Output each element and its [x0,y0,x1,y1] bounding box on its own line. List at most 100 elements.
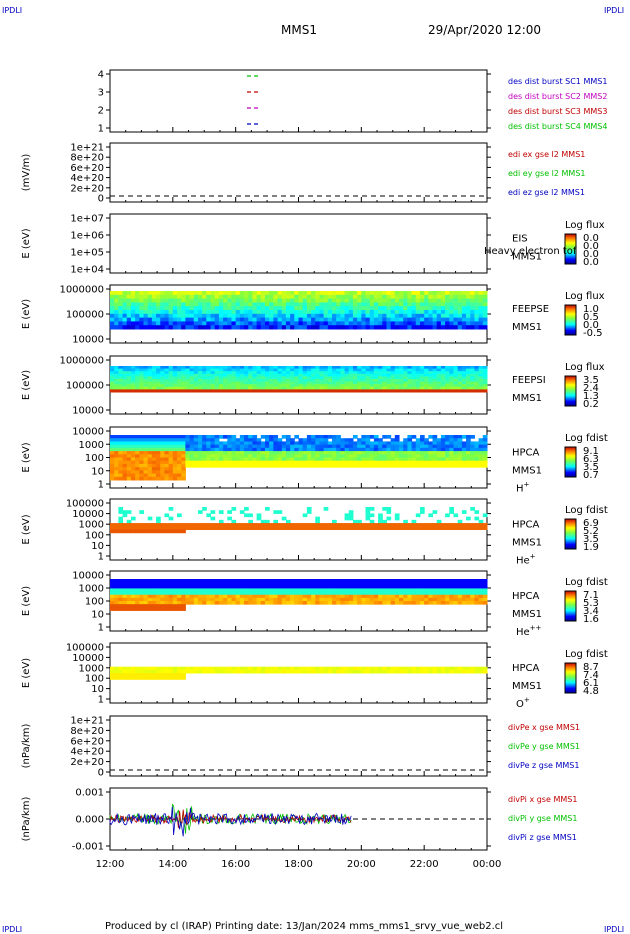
spectrogram-cell [235,585,241,589]
spectrogram-cell [248,321,253,326]
spectrogram-cell [281,313,287,319]
spectrogram-cell [315,291,320,296]
spectrogram-cell [244,386,249,390]
spectrogram-cell [151,666,157,671]
spectrogram-cell [323,463,329,468]
spectrogram-cell [218,376,224,380]
spectrogram-cell [457,298,463,303]
spectrogram-cell [445,457,450,462]
spectrogram-cell [185,379,191,383]
spectrogram-cell [361,585,367,589]
spectrogram-cell [365,444,371,449]
spectrogram-cell [177,526,182,530]
spectrogram-cell [239,317,245,322]
spectrogram-cell [264,669,270,674]
spectrogram-cell [352,306,358,311]
spectrogram-cell [315,379,320,383]
spectrogram-cell [160,607,165,611]
spectrogram-cell [474,368,480,372]
spectrogram-cell [285,582,291,586]
spectrogram-cell [285,306,291,311]
spectrogram-cell [424,317,429,322]
spectrogram-cell [332,306,337,311]
spectrogram-cell [239,451,245,455]
spectrogram-cell [344,585,350,589]
spectrogram-cell [336,306,341,311]
spectrogram-cell [369,384,375,388]
spectrogram-cell [419,435,425,439]
spectrogram-cell [277,585,283,589]
spectrogram-cell [260,601,266,605]
spectrogram-cell [277,368,283,372]
spectrogram-cell [189,384,195,388]
spectrogram-cell [474,441,480,446]
spectrogram-cell [352,591,358,596]
spectrogram-cell [403,451,408,455]
spectrogram-cell [378,317,383,322]
spectrogram-cell [235,371,241,375]
spectrogram-cell [436,310,442,315]
spectrogram-cell [277,310,283,315]
spectrogram-cell [168,523,174,527]
spectrogram-cell [457,457,463,462]
spectrogram-cell [344,669,350,674]
spectrogram-cell [390,379,396,383]
spectrogram-cell [114,669,119,674]
spectrogram-cell [298,585,304,589]
spectrogram-cell [185,381,191,385]
spectrogram-cell [231,368,237,372]
spectrogram-cell [482,313,488,319]
spectrogram-cell [168,470,174,475]
spectrogram-cell [302,381,308,385]
spectrogram-cell [244,579,249,583]
spectrogram-cell [156,381,161,385]
spectrogram-cell [181,523,186,527]
spectrogram-cell [340,597,346,602]
spectrogram-cell [248,302,253,307]
spectrogram-cell [193,371,199,375]
spectrogram-cell [248,310,253,315]
colorbar-tick-label: -0.5 [583,328,603,339]
spectrogram-cell [147,298,153,303]
spectrogram-cell [449,310,454,315]
spectrogram-cell [143,579,149,583]
spectrogram-cell [248,386,253,390]
spectrogram-cell [378,454,383,458]
spectrogram-cell [273,298,279,303]
spectrogram-cell [369,585,375,589]
spectrogram-cell [306,366,312,370]
spectrogram-cell [151,529,157,534]
spectrogram-cell [340,457,346,462]
spectrogram-cell [197,523,203,527]
spectrogram-cell [252,435,258,439]
spectrogram-cell [440,582,446,586]
spectrogram-cell [436,666,442,671]
spectrogram-cell [378,579,383,583]
spectrogram-cell [323,579,329,583]
spectrogram-cell [453,597,459,602]
legend-entry: divPi x gse MMS1 [508,795,577,804]
spectrogram-cell [218,523,224,527]
spectrogram-cell [449,441,454,446]
spectrogram-cell [227,291,232,296]
spectrogram-cell [139,386,145,390]
spectrogram-cell [449,588,454,593]
spectrogram-cell [440,368,446,372]
spectrogram-cell [147,373,153,377]
spectrogram-cell [269,597,274,602]
spectrogram-cell [415,376,421,380]
spectrogram-cell [369,379,375,383]
spectrogram-cell [306,321,312,326]
spectrogram-cell [306,435,312,439]
spectrogram-cell [193,460,199,465]
spectrogram-cell [151,601,157,605]
spectrogram-cell [382,444,387,449]
spectrogram-cell [223,601,228,605]
spectrogram-cell [428,526,434,530]
spectrogram-cell [419,291,425,296]
spectrogram-cell [386,579,392,583]
spectrogram-cell [311,441,316,446]
spectrogram-cell [419,373,425,377]
spectrogram-cell [256,313,262,319]
spectrogram-cell [365,310,371,315]
